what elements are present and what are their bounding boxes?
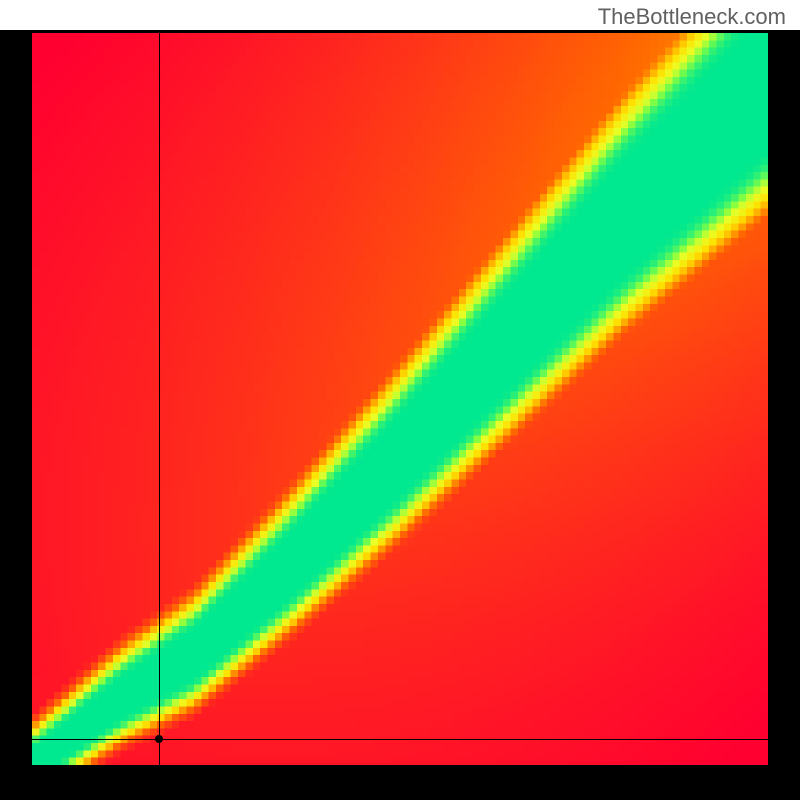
watermark-text: TheBottleneck.com [598,4,786,30]
crosshair-horizontal [32,739,768,740]
heatmap-canvas [32,33,768,765]
crosshair-vertical [159,33,160,765]
crosshair-marker [155,735,163,743]
heatmap-plot [32,33,768,765]
plot-frame [0,30,800,800]
